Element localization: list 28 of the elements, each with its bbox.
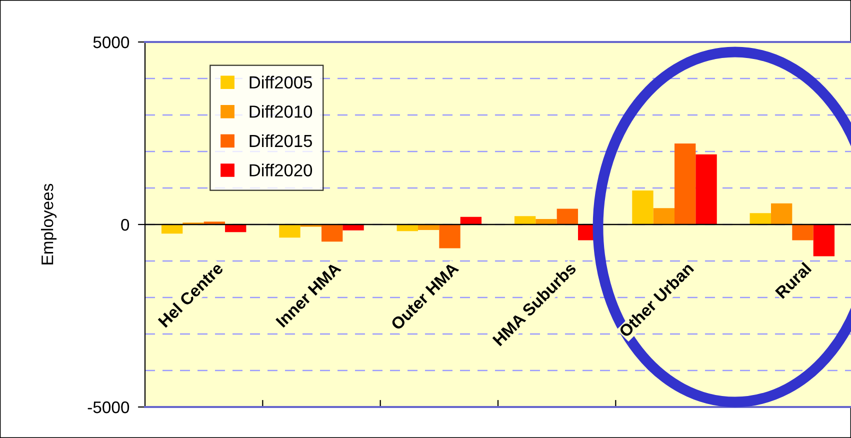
- bar: [439, 224, 460, 248]
- bar: [696, 154, 717, 224]
- bar: [396, 224, 418, 232]
- bar: [750, 213, 771, 224]
- bar: [653, 208, 674, 224]
- bar: [460, 216, 482, 224]
- bar: [556, 208, 578, 224]
- legend-label: Diff2005: [250, 76, 312, 89]
- legend-label: Diff2015: [250, 134, 312, 148]
- legend-label: Diff2010: [250, 105, 312, 118]
- y-tick-label: -5000: [88, 401, 130, 414]
- y-axis-title: Employees: [41, 184, 57, 264]
- bar: [225, 224, 246, 232]
- bar: [279, 224, 300, 238]
- bar: [342, 224, 364, 230]
- bar: [322, 224, 343, 242]
- bar: [632, 190, 654, 224]
- legend-label: Diff2020: [250, 164, 312, 176]
- bar: [514, 216, 536, 224]
- bar: [813, 224, 835, 256]
- bar: [418, 224, 440, 230]
- bar: [674, 143, 696, 224]
- y-tick-label: 0: [121, 218, 130, 231]
- y-tick-label: 5000: [93, 36, 130, 48]
- bar: [770, 203, 792, 224]
- bar: [161, 224, 183, 234]
- bar: [792, 224, 814, 240]
- bar: [536, 219, 557, 224]
